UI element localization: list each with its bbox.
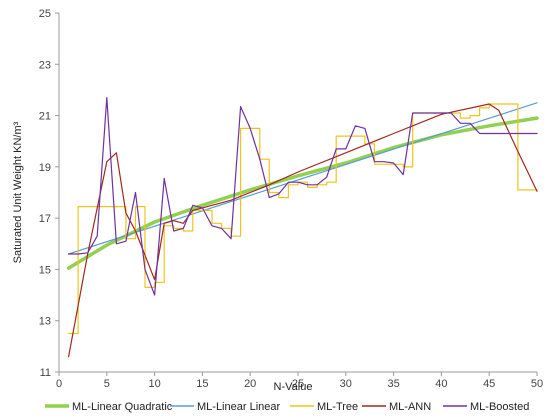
series-line-0 xyxy=(66,116,539,270)
x-axis-title: N-Value xyxy=(274,381,313,393)
series-line-2 xyxy=(67,103,538,335)
x-tick-label: 15 xyxy=(196,378,208,390)
y-tick-label: 19 xyxy=(39,162,51,174)
legend-label: ML-Linear Quadratic xyxy=(72,401,173,413)
x-tick-label: 45 xyxy=(483,378,495,390)
series-layer xyxy=(66,96,539,358)
y-tick-label: 13 xyxy=(39,316,51,328)
series-line-4 xyxy=(67,96,538,296)
legend-label: ML-ANN xyxy=(389,401,431,413)
y-tick-label: 25 xyxy=(39,8,51,20)
x-tick-label: 35 xyxy=(387,378,399,390)
legend: ML-Linear Quadratic ML-Linear Linear ML-Tr… xyxy=(45,401,529,413)
x-tick-label: 50 xyxy=(531,378,543,390)
legend-label: ML-Boosted xyxy=(470,401,529,413)
series-line-1 xyxy=(67,102,538,255)
legend-label: ML-Tree xyxy=(317,401,358,413)
y-tick-label: 11 xyxy=(40,367,51,379)
x-tick-label: 30 xyxy=(340,378,352,390)
y-tick-label: 23 xyxy=(39,59,51,71)
x-tick-label: 20 xyxy=(244,378,256,390)
x-tick-label: 10 xyxy=(148,378,160,390)
y-tick-label: 15 xyxy=(39,264,51,276)
x-tick-label: 25 xyxy=(292,378,304,390)
series-line-3 xyxy=(67,103,538,358)
x-tick-label: 40 xyxy=(435,378,447,390)
y-axis-title: Saturated Unit Weight KN/m³ xyxy=(12,121,24,263)
x-tick-label: 5 xyxy=(104,378,110,390)
x-tick-label: 0 xyxy=(56,378,62,390)
axes: 0 5 10 15 20 25 30 35 40 45 501113151719212325N-Va… xyxy=(12,8,543,393)
legend-label: ML-Linear Linear xyxy=(197,401,280,413)
y-tick-label: 17 xyxy=(39,213,51,225)
y-tick-label: 21 xyxy=(39,111,51,123)
